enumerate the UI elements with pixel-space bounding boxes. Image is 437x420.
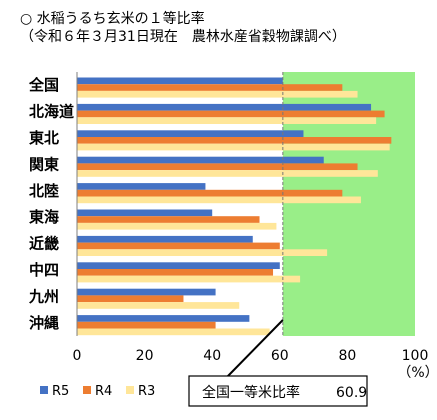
bar-R5-6 [77, 235, 253, 243]
bar-R3-9 [77, 328, 270, 336]
chart-subtitle: （令和６年３月31日現在 農林水産省穀物課調べ） [20, 29, 346, 45]
bar-R4-1 [77, 110, 385, 118]
category-label: 東北 [29, 129, 59, 147]
bar-R3-6 [77, 249, 328, 256]
category-label: 近畿 [29, 235, 59, 253]
bar-R3-5 [77, 222, 277, 230]
x-tick-label: 100 [402, 348, 429, 364]
category-label: 九州 [28, 287, 59, 305]
bar-R3-0 [77, 90, 358, 98]
chart-title: ○ 水稲うるち玄米の１等比率 [20, 11, 205, 27]
bar-R5-7 [77, 262, 280, 269]
bar-R5-9 [77, 315, 250, 322]
category-label: 沖縄 [29, 314, 59, 332]
annotation-leader [226, 319, 284, 378]
bar-R3-4 [77, 196, 361, 204]
bar-R5-2 [77, 130, 304, 137]
annotation-value: 60.9 [336, 385, 367, 401]
bar-R3-7 [77, 275, 301, 283]
bar-R5-3 [77, 156, 324, 164]
legend-swatch-R5 [40, 386, 48, 394]
x-unit-label: （%） [397, 365, 437, 381]
bar-R4-3 [77, 163, 358, 171]
legend-label-R3: R3 [138, 384, 155, 399]
bar-R4-9 [77, 321, 216, 329]
bar-R4-6 [77, 242, 280, 250]
legend-swatch-R3 [126, 386, 134, 394]
category-label: 全国 [28, 76, 59, 94]
bar-R5-5 [77, 209, 213, 217]
category-label: 北海道 [29, 103, 74, 121]
annotation-label: 全国一等米比率 [202, 384, 300, 401]
legend-label-R4: R4 [95, 384, 112, 399]
x-tick-label: 60 [271, 348, 289, 364]
bar-R5-8 [77, 288, 216, 296]
bar-R4-2 [77, 137, 392, 144]
legend-swatch-R4 [83, 386, 91, 394]
bar-R4-7 [77, 269, 274, 276]
x-tick-label: 20 [136, 348, 154, 364]
category-label: 東海 [29, 208, 59, 226]
bar-R4-5 [77, 216, 260, 223]
bar-R3-2 [77, 143, 390, 151]
bar-R3-1 [77, 117, 377, 124]
category-label: 関東 [29, 155, 59, 173]
annotation-box [188, 375, 368, 407]
category-label: 北陸 [29, 182, 59, 200]
legend-label-R5: R5 [52, 384, 69, 399]
bar-R3-8 [77, 302, 240, 309]
bar-R3-3 [77, 170, 378, 177]
x-tick-label: 40 [203, 348, 221, 364]
bar-R4-8 [77, 295, 184, 303]
bar-R4-4 [77, 189, 343, 197]
bar-R4-0 [77, 84, 343, 91]
bar-R5-0 [77, 77, 283, 85]
bar-R5-4 [77, 183, 206, 190]
x-tick-label: 80 [338, 348, 356, 364]
category-label: 中四 [29, 261, 59, 279]
x-tick-label: 0 [73, 348, 82, 364]
bar-R5-1 [77, 103, 372, 111]
